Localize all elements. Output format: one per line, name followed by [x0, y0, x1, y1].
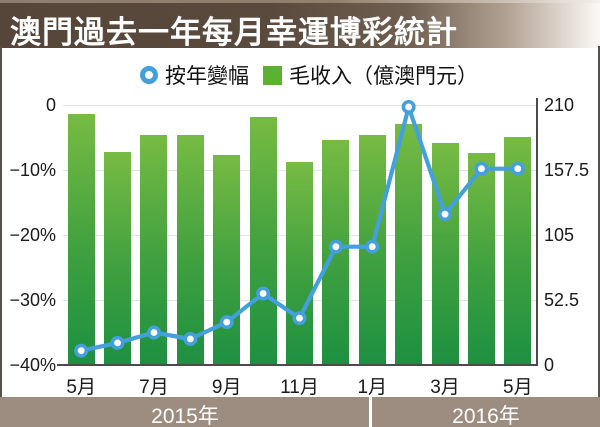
revenue-bar — [213, 154, 241, 365]
legend: 按年變幅 毛收入（億澳門元） — [0, 58, 600, 92]
left-axis-tick: −40% — [9, 355, 56, 375]
revenue-bar — [104, 152, 132, 365]
revenue-bar — [286, 161, 313, 365]
left-axis-tick: −30% — [9, 290, 56, 310]
right-axis-line — [536, 98, 538, 366]
revenue-bar — [431, 143, 459, 365]
title-bar-top-strip — [0, 0, 600, 3]
right-axis-tick: 0 — [544, 355, 555, 375]
year-label-2016: 2016年 — [452, 405, 520, 427]
revenue-bar — [176, 134, 204, 365]
x-axis-label: 7月 — [139, 377, 169, 398]
line-point-icon — [140, 66, 158, 84]
left-border-line — [0, 46, 2, 397]
revenue-bar — [467, 153, 495, 365]
year-label-2015: 2015年 — [151, 405, 219, 427]
year-divider-line — [369, 397, 372, 427]
right-axis-tick: 157.5 — [544, 160, 590, 180]
revenue-bar — [358, 134, 386, 365]
right-axis-tick: 52.5 — [544, 290, 580, 310]
right-axis-tick: 210 — [544, 95, 575, 115]
right-axis-tick: 105 — [544, 225, 575, 245]
revenue-bar — [67, 113, 95, 365]
gridline — [63, 105, 536, 106]
chart-title: 澳門過去一年每月幸運博彩統計 — [10, 15, 458, 50]
x-axis-label: 11月 — [280, 377, 319, 398]
x-axis-baseline — [57, 364, 538, 366]
x-axis-label: 5月 — [66, 377, 96, 398]
left-axis-tick: 0 — [45, 95, 56, 115]
legend-item-revenue: 毛收入（億澳門元） — [263, 60, 478, 90]
revenue-bar — [504, 137, 532, 365]
revenue-bar — [140, 134, 168, 365]
year-bar: 2015年 2016年 — [0, 397, 600, 427]
yoy-point — [401, 99, 416, 114]
legend-item-yoy: 按年變幅 — [140, 60, 249, 90]
left-axis-tick: −20% — [9, 225, 56, 245]
left-axis-tick: −10% — [9, 160, 56, 180]
x-axis-label: 9月 — [211, 377, 242, 398]
x-axis-label: 3月 — [430, 377, 460, 398]
revenue-bar — [249, 117, 277, 365]
title-bar: 澳門過去一年每月幸運博彩統計 — [0, 0, 600, 50]
revenue-bar — [322, 139, 350, 365]
legend-label-yoy: 按年變幅 — [165, 65, 249, 88]
bar-swatch-icon — [263, 65, 282, 85]
right-border-line — [598, 46, 600, 397]
x-axis-label: 5月 — [503, 377, 533, 398]
legend-label-revenue: 毛收入（億澳門元） — [289, 65, 478, 88]
x-axis-label: 1月 — [357, 377, 388, 398]
revenue-bar — [395, 123, 423, 365]
